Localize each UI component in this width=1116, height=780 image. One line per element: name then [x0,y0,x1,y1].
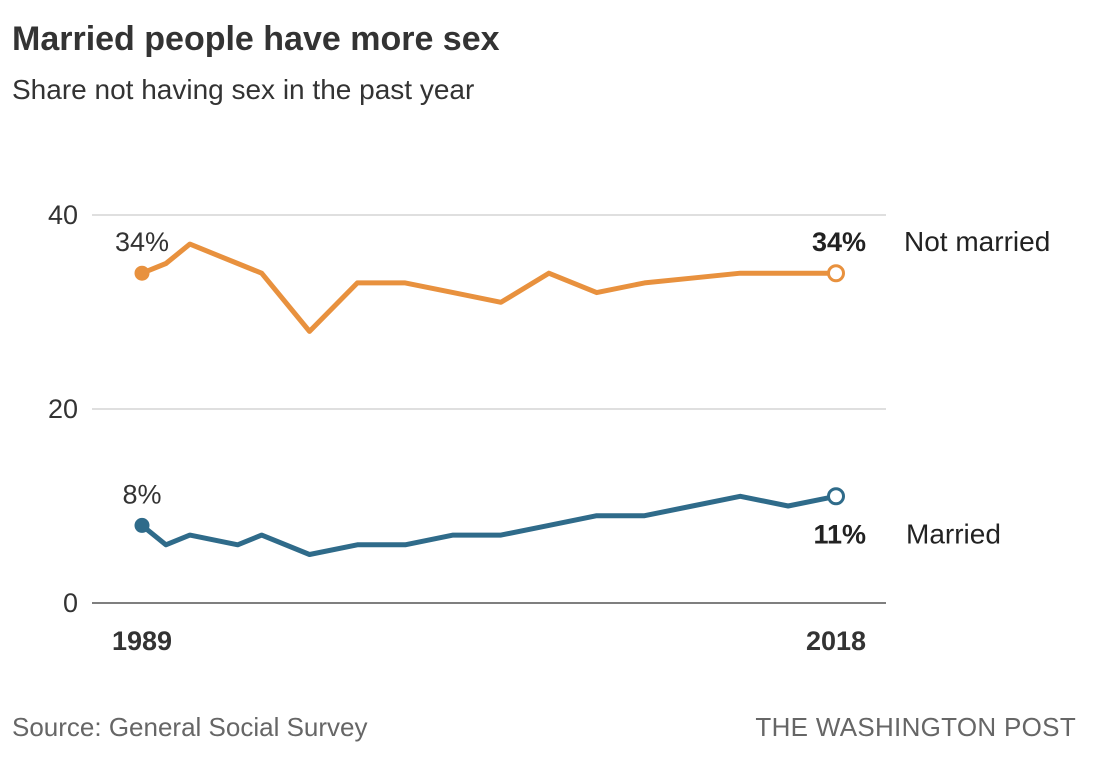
series-line-married [139,493,839,557]
series-name-label: Married [906,518,1001,549]
y-tick-label: 20 [48,394,78,424]
end-value-label: 11% [813,519,866,549]
chart-subtitle: Share not having sex in the past year [12,74,475,105]
end-value-label: 34% [812,227,866,257]
start-value-label: 34% [115,227,169,257]
line-chart: 0 20 40 1989 2018 34% 34% Not married 8% 11% Marri… [48,200,1050,656]
y-tick-label: 40 [48,200,78,230]
end-marker [827,264,845,283]
series-name-label: Not married [904,226,1050,257]
start-value-label: 8% [122,479,161,509]
x-tick-label: 1989 [112,626,172,656]
publisher-credit: THE WASHINGTON POST [755,712,1076,742]
x-tick-label: 2018 [806,626,866,656]
y-tick-label: 0 [63,588,78,618]
start-marker [134,517,150,533]
end-marker [827,487,845,506]
source-note: Source: General Social Survey [12,712,368,742]
chart-title: Married people have more sex [12,20,500,58]
series-line-not-married [139,241,839,334]
start-marker [134,265,150,281]
